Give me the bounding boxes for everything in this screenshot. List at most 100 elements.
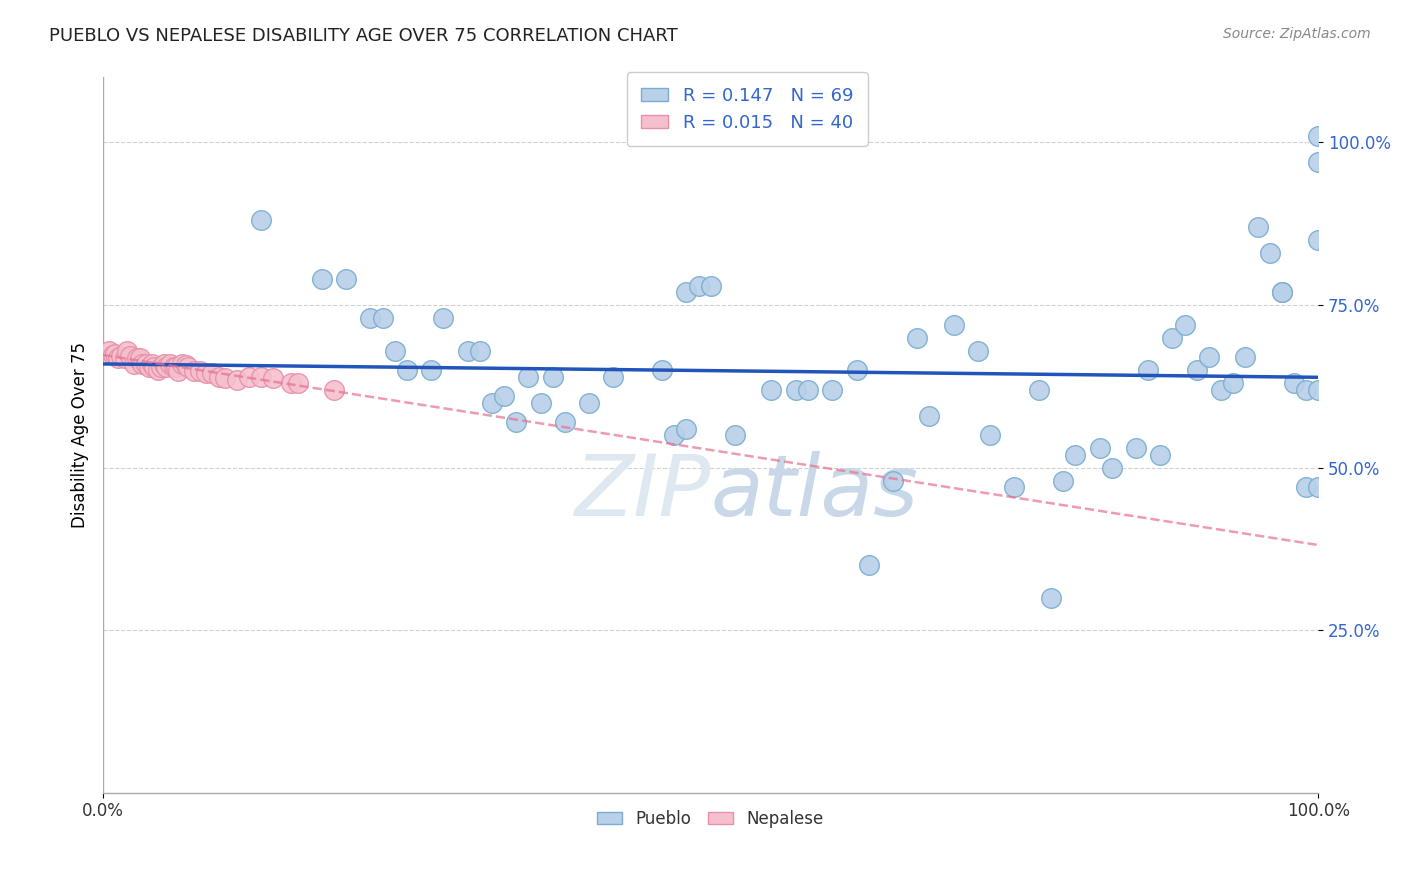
Point [494, 389, 516, 403]
Point [359, 311, 381, 326]
Point [311, 272, 333, 286]
Point [384, 343, 406, 358]
Point [127, 351, 149, 366]
Point [1271, 285, 1294, 299]
Text: Source: ZipAtlas.com: Source: ZipAtlas.com [1223, 27, 1371, 41]
Point [602, 369, 624, 384]
Point [335, 272, 357, 286]
Point [1308, 480, 1330, 494]
Point [104, 347, 127, 361]
Point [371, 311, 394, 326]
Point [1198, 350, 1220, 364]
Point [517, 369, 540, 384]
Point [167, 364, 190, 378]
Point [554, 415, 576, 429]
Text: PUEBLO VS NEPALESE DISABILITY AGE OVER 75 CORRELATION CHART: PUEBLO VS NEPALESE DISABILITY AGE OVER 7… [49, 27, 678, 45]
Point [280, 376, 302, 390]
Point [1137, 363, 1160, 377]
Point [942, 318, 965, 332]
Point [1282, 376, 1305, 390]
Point [1308, 128, 1330, 143]
Point [420, 363, 443, 377]
Point [1295, 383, 1317, 397]
Point [529, 395, 551, 409]
Point [979, 428, 1001, 442]
Point [287, 376, 309, 390]
Point [432, 311, 454, 326]
Point [262, 371, 284, 385]
Point [195, 366, 218, 380]
Point [457, 343, 479, 358]
Point [135, 357, 157, 371]
Point [1064, 448, 1087, 462]
Point [107, 351, 129, 366]
Point [110, 349, 132, 363]
Point [225, 373, 247, 387]
Point [159, 357, 181, 371]
Point [114, 351, 136, 366]
Point [395, 363, 418, 377]
Point [117, 343, 139, 358]
Point [785, 383, 807, 397]
Text: atlas: atlas [710, 450, 918, 533]
Text: ZIP: ZIP [575, 450, 710, 533]
Point [675, 421, 697, 435]
Point [1295, 480, 1317, 494]
Point [128, 351, 150, 366]
Point [664, 428, 686, 442]
Y-axis label: Disability Age Over 75: Disability Age Over 75 [72, 342, 89, 528]
Point [1088, 441, 1111, 455]
Point [724, 428, 747, 442]
Point [918, 409, 941, 423]
Point [183, 364, 205, 378]
Point [1246, 219, 1268, 234]
Point [141, 357, 163, 371]
Point [1234, 350, 1257, 364]
Point [146, 363, 169, 377]
Point [118, 349, 141, 363]
Point [143, 359, 166, 374]
Point [821, 383, 844, 397]
Point [250, 213, 273, 227]
Point [1052, 474, 1074, 488]
Point [1308, 155, 1330, 169]
Point [1125, 441, 1147, 455]
Point [1209, 383, 1232, 397]
Point [1271, 285, 1294, 299]
Point [188, 364, 211, 378]
Point [1028, 383, 1050, 397]
Point [165, 359, 187, 374]
Point [1174, 318, 1197, 332]
Point [141, 359, 163, 374]
Point [238, 369, 260, 384]
Point [323, 383, 346, 397]
Point [122, 357, 145, 371]
Point [1101, 460, 1123, 475]
Point [207, 369, 229, 384]
Point [699, 278, 721, 293]
Point [761, 383, 783, 397]
Point [98, 343, 121, 358]
Point [967, 343, 990, 358]
Point [688, 278, 710, 293]
Point [131, 357, 153, 371]
Point [845, 363, 868, 377]
Point [201, 366, 224, 380]
Point [155, 359, 177, 374]
Point [468, 343, 491, 358]
Point [858, 558, 880, 573]
Point [797, 383, 820, 397]
Point [138, 359, 160, 374]
Point [1185, 363, 1208, 377]
Point [481, 395, 503, 409]
Point [675, 285, 697, 299]
Point [162, 359, 184, 374]
Point [882, 474, 904, 488]
Point [1149, 448, 1171, 462]
Point [651, 363, 673, 377]
Legend: Pueblo, Nepalese: Pueblo, Nepalese [591, 803, 831, 834]
Point [174, 358, 197, 372]
Point [150, 359, 173, 374]
Point [905, 330, 928, 344]
Point [541, 369, 564, 384]
